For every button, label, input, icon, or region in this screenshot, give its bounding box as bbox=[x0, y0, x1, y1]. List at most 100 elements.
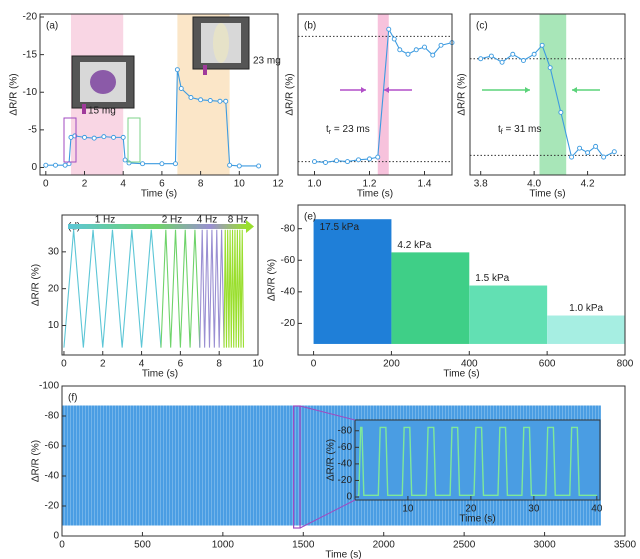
y-tick-label: -100 bbox=[39, 381, 59, 392]
x-axis-label: Time (s) bbox=[325, 550, 361, 559]
y-tick-label: -60 bbox=[281, 255, 296, 266]
data-line bbox=[199, 229, 225, 348]
weight-marker bbox=[203, 65, 207, 75]
label-sub: f bbox=[501, 129, 503, 136]
x-axis-label: Time (s) bbox=[142, 369, 178, 380]
x-tick-label: 8 bbox=[198, 179, 204, 190]
axes-frame bbox=[469, 13, 626, 176]
x-tick-label: 10 bbox=[252, 359, 264, 370]
arrow-head bbox=[384, 87, 389, 93]
x-tick-label: 2 bbox=[100, 359, 106, 370]
x-axis-label: Time (s) bbox=[357, 189, 393, 200]
y-tick-label: -20 bbox=[281, 318, 296, 329]
y-tick-label: -5 bbox=[28, 125, 37, 136]
y-tick-label: -60 bbox=[338, 442, 353, 453]
frequency-label: 4 Hz bbox=[197, 215, 218, 226]
x-tick-label: 12 bbox=[272, 179, 284, 190]
x-axis-label: Time (s) bbox=[141, 189, 177, 200]
frequency-label: 2 Hz bbox=[162, 215, 183, 226]
x-tick-label: 2000 bbox=[373, 540, 396, 551]
x-tick-label: 1500 bbox=[292, 540, 315, 551]
x-tick-label: 0 bbox=[311, 359, 317, 370]
x-tick-label: 20 bbox=[465, 504, 477, 515]
y-tick-label: 30 bbox=[48, 246, 60, 257]
y-tick-label: -40 bbox=[281, 286, 296, 297]
x-tick-label: 1.2 bbox=[363, 179, 377, 190]
sample bbox=[213, 23, 229, 63]
axes-frame bbox=[297, 13, 453, 176]
label-sub: r bbox=[329, 129, 332, 136]
x-tick-label: 10 bbox=[234, 179, 246, 190]
x-tick-label: 600 bbox=[539, 359, 556, 370]
pressure-block bbox=[313, 219, 392, 344]
frequency-arrow bbox=[246, 220, 254, 233]
weight-marker bbox=[82, 104, 86, 114]
y-tick-label: -10 bbox=[23, 87, 38, 98]
y-tick-label: 20 bbox=[48, 283, 60, 294]
x-tick-label: 4 bbox=[139, 359, 145, 370]
y-tick-label: -20 bbox=[45, 501, 60, 512]
data-line bbox=[43, 67, 262, 169]
x-tick-label: 0 bbox=[61, 359, 67, 370]
axes-frame bbox=[354, 419, 601, 501]
x-tick-label: 8 bbox=[216, 359, 222, 370]
label-base: t bbox=[326, 124, 329, 135]
y-axis-label: ΔR/R (%) bbox=[31, 440, 42, 482]
x-tick-label: 0 bbox=[43, 179, 49, 190]
axes-frame bbox=[297, 204, 626, 356]
y-tick-label: -15 bbox=[23, 49, 38, 60]
y-tick-label: -80 bbox=[338, 425, 353, 436]
x-tick-label: 1000 bbox=[212, 540, 235, 551]
data-line bbox=[223, 229, 244, 348]
x-tick-label: 2500 bbox=[453, 540, 476, 551]
rise-box bbox=[63, 117, 77, 163]
data-line bbox=[312, 26, 455, 165]
frequency-bar bbox=[68, 224, 246, 229]
rise-time-label: tf = 31 ms bbox=[498, 124, 541, 136]
y-tick-label: -20 bbox=[338, 475, 353, 486]
x-tick-label: 40 bbox=[591, 504, 603, 515]
x-axis-label: Time (s) bbox=[529, 189, 565, 200]
weight-label: 15 mg bbox=[88, 106, 116, 117]
label-base: t bbox=[498, 124, 501, 135]
pressure-block bbox=[469, 285, 548, 344]
y-tick-label: 0 bbox=[31, 162, 37, 173]
zoom-box bbox=[293, 405, 301, 529]
pressure-label: 4.2 kPa bbox=[397, 240, 431, 251]
y-axis-label: ΔR/R (%) bbox=[9, 73, 20, 115]
pressure-block bbox=[547, 315, 625, 344]
x-tick-label: 3500 bbox=[614, 540, 637, 551]
y-axis-label: ΔR/R (%) bbox=[267, 259, 278, 301]
y-tick-label: -60 bbox=[45, 441, 60, 452]
axes-frame bbox=[61, 214, 259, 356]
axes-frame bbox=[39, 13, 279, 176]
arrow-head bbox=[572, 87, 577, 93]
label-rest: = 31 ms bbox=[503, 124, 542, 135]
pressure-block bbox=[391, 252, 470, 344]
fall-box bbox=[127, 117, 141, 163]
axes-frame bbox=[61, 385, 626, 537]
y-axis-label: ΔR/R (%) bbox=[457, 73, 468, 115]
y-tick-label: -40 bbox=[338, 459, 353, 470]
panel-label: (a) bbox=[46, 21, 58, 32]
x-tick-label: 2 bbox=[82, 179, 88, 190]
y-tick-label: 0 bbox=[346, 492, 352, 503]
x-tick-label: 30 bbox=[528, 504, 540, 515]
pressure-label: 1.0 kPa bbox=[569, 303, 603, 314]
data-line bbox=[160, 229, 201, 348]
label-rest: = 23 ms bbox=[331, 124, 370, 135]
x-tick-label: 0 bbox=[59, 540, 65, 551]
x-tick-label: 4.2 bbox=[581, 179, 595, 190]
x-tick-label: 6 bbox=[178, 359, 184, 370]
data-line bbox=[478, 42, 617, 160]
pressure-label: 1.5 kPa bbox=[475, 273, 509, 284]
x-axis-label: Time (s) bbox=[443, 369, 479, 380]
y-tick-label: -80 bbox=[281, 223, 296, 234]
data-line bbox=[357, 426, 597, 497]
zoom-link bbox=[299, 405, 356, 421]
x-tick-label: 4 bbox=[120, 179, 126, 190]
weight-label: 23 mg bbox=[253, 56, 281, 67]
arrow-head bbox=[361, 87, 366, 93]
y-axis-label: ΔR/R (%) bbox=[326, 439, 337, 481]
